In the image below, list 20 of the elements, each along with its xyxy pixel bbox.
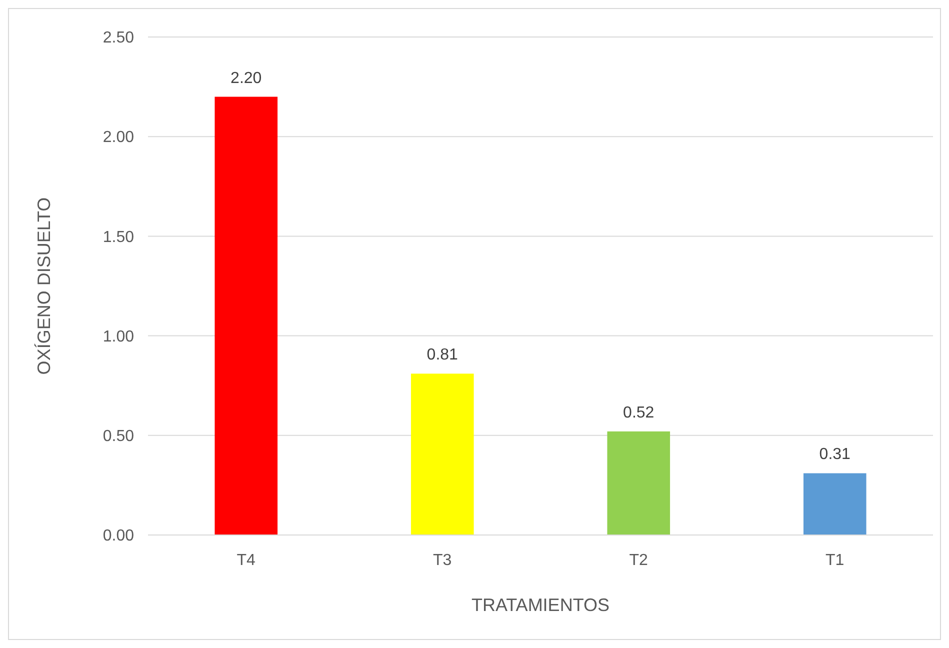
y-tick-label: 1.50 xyxy=(102,228,134,246)
data-label: 0.31 xyxy=(819,446,851,464)
x-tick-label: T1 xyxy=(826,552,844,569)
y-axis-title: OXÍGENO DISUELTO xyxy=(34,197,54,375)
y-tick-label: 0.00 xyxy=(102,528,134,545)
data-label: 0.81 xyxy=(426,346,458,364)
bar xyxy=(607,431,670,535)
y-tick-label: 1.00 xyxy=(102,328,134,346)
bar xyxy=(803,473,866,535)
x-tick-label: T2 xyxy=(629,552,648,569)
bar xyxy=(214,96,278,535)
y-tick-label: 2.50 xyxy=(102,30,134,47)
x-tick-label: T4 xyxy=(236,552,256,569)
x-tick-label: T3 xyxy=(433,552,452,569)
x-axis-title: TRATAMIENTOS xyxy=(471,595,610,615)
y-tick-label: 2.00 xyxy=(102,129,134,146)
bar xyxy=(410,374,474,535)
data-label: 2.20 xyxy=(230,70,262,87)
y-tick-label: 0.50 xyxy=(102,428,134,445)
data-label: 0.52 xyxy=(623,404,654,422)
